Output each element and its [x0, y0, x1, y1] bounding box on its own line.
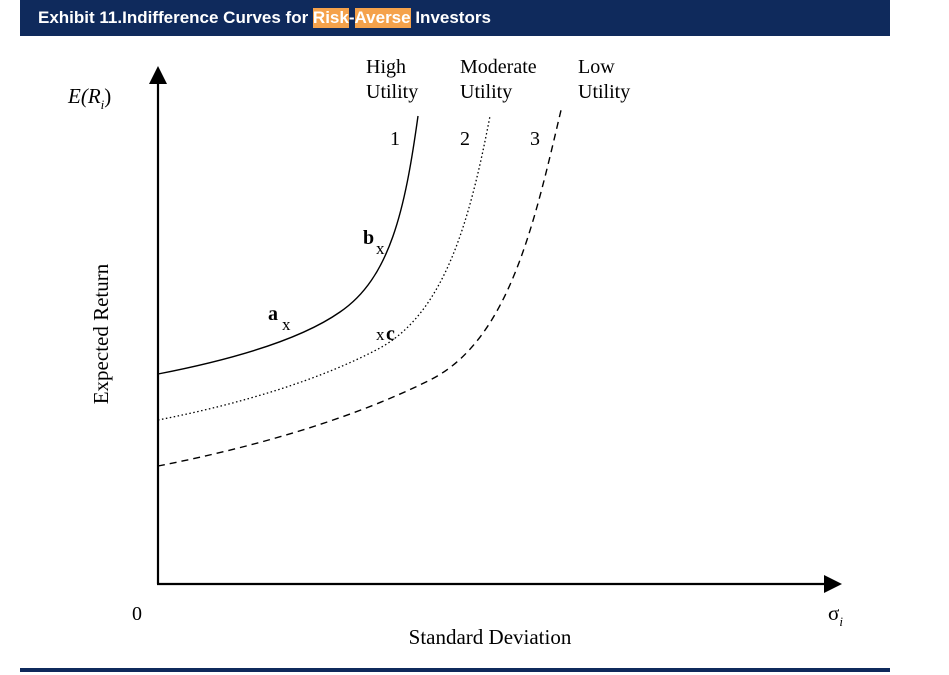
curve-2-label-line2: Utility: [460, 81, 512, 103]
curve-2-number: 2: [460, 128, 470, 150]
origin-label: 0: [132, 603, 142, 625]
y-axis-label: Expected Return: [89, 263, 113, 404]
curve-1-high-utility: [157, 115, 419, 375]
x-axis-subscript: i: [839, 614, 843, 629]
highlight-averse: Averse: [354, 8, 411, 28]
curve-3-number: 3: [530, 128, 540, 150]
point-c-mark: x: [376, 325, 385, 344]
title-dash: -: [348, 8, 355, 27]
y-axis-symbol: E(Ri): [67, 84, 111, 112]
x-axis-label: Standard Deviation: [409, 625, 572, 649]
y-axis-arrowhead: [149, 66, 167, 84]
curve-2-label-line1: Moderate: [460, 56, 537, 78]
x-axis-symbol: σi: [828, 601, 843, 629]
curve-3-low-utility: [157, 105, 563, 467]
point-c-letter: c: [386, 323, 395, 345]
highlight-risk: Risk: [312, 8, 349, 28]
exhibit-header: Exhibit 11. Indifference Curves for Risk…: [20, 0, 890, 36]
title-after: Investors: [410, 8, 491, 27]
bottom-rule: [20, 668, 890, 672]
curve-3-label-line2: Utility: [578, 81, 630, 103]
point-b-letter: b: [363, 227, 374, 249]
y-axis-subscript: i: [101, 97, 105, 112]
point-a-letter: a: [268, 303, 278, 325]
point-b-mark: x: [376, 239, 385, 258]
curve-1-number: 1: [390, 128, 400, 150]
x-axis-arrowhead: [824, 575, 842, 593]
curve-3-label-line1: Low: [578, 56, 615, 78]
curve-2-moderate-utility: [157, 115, 491, 421]
curve-1-label-line1: High: [366, 56, 406, 78]
exhibit-number: Exhibit 11.: [38, 8, 123, 27]
curve-1-label-line2: Utility: [366, 81, 418, 103]
title-before: Indifference Curves for: [122, 8, 313, 27]
point-a-mark: x: [282, 315, 291, 334]
